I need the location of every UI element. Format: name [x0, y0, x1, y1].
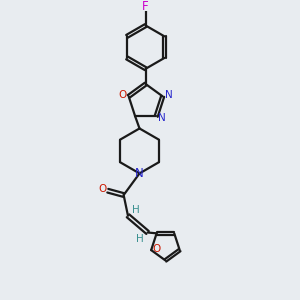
Text: N: N [135, 167, 144, 180]
Text: N: N [158, 113, 166, 123]
Text: O: O [152, 244, 160, 254]
Text: H: H [136, 234, 144, 244]
Text: N: N [165, 90, 172, 100]
Text: H: H [132, 205, 140, 215]
Text: F: F [142, 0, 149, 13]
Text: O: O [119, 90, 127, 100]
Text: O: O [98, 184, 107, 194]
